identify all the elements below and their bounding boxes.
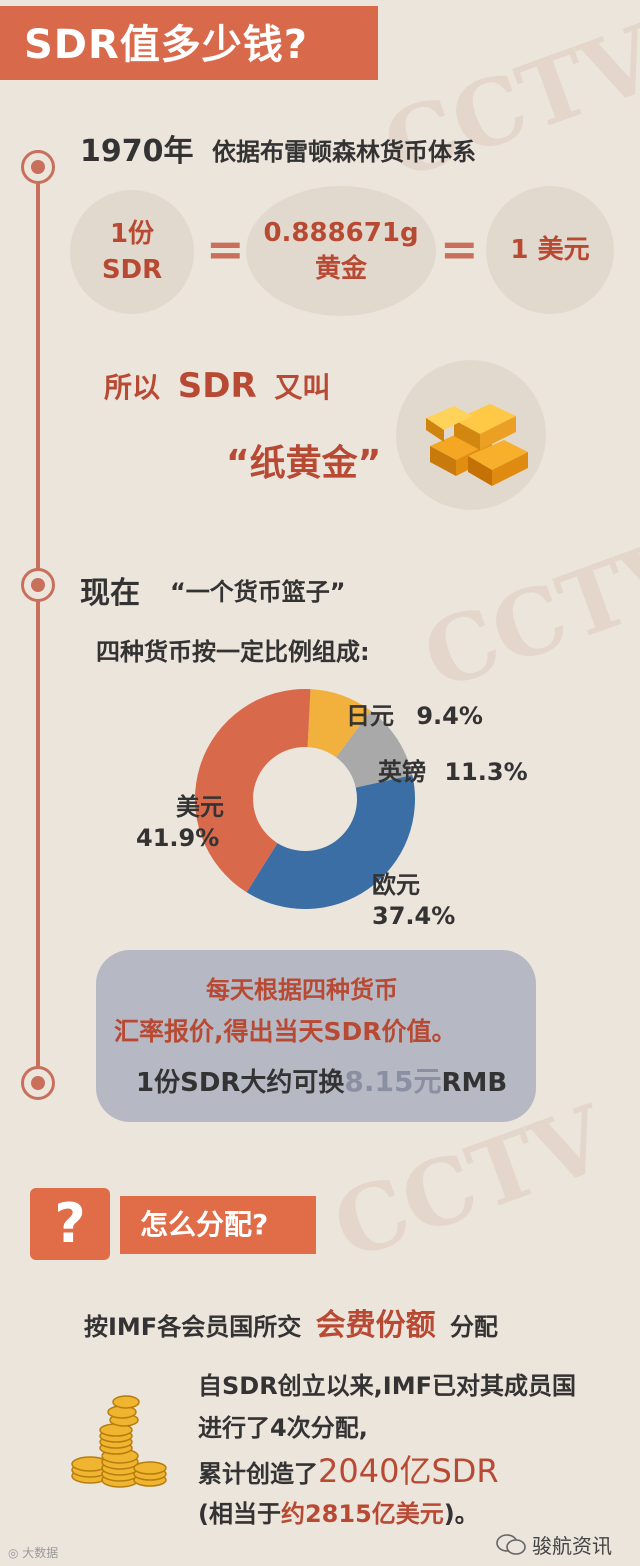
so-line: 所以 SDR 又叫 xyxy=(104,366,330,406)
bubble-usd-text: 1 美元 xyxy=(510,234,590,265)
allocation-title: 怎么分配? xyxy=(120,1196,316,1254)
label-usd-name: 美元 xyxy=(176,793,224,821)
info-line3: 1份SDR大约可换8.15元RMB xyxy=(136,1060,507,1100)
label-eur-value: 37.4% xyxy=(372,902,456,931)
info-line1: 每天根据四种货币 xyxy=(206,976,398,1004)
question-mark-icon: ? xyxy=(30,1188,110,1260)
so-prefix: 所以 xyxy=(104,371,161,404)
label-jpy-name: 日元 xyxy=(346,702,394,730)
donut-slice-1 xyxy=(336,710,413,788)
page-title: SDR值多少钱? xyxy=(24,22,309,68)
gold-bars-icon xyxy=(426,404,528,486)
wechat-icon xyxy=(496,1533,526,1555)
footer-left-credit: ◎ 大数据 xyxy=(8,1544,58,1561)
history-para3: 累计创造了2040亿SDR xyxy=(198,1446,499,1492)
so-suffix: 又叫 xyxy=(274,371,331,404)
banner-ticket-edge xyxy=(372,6,388,80)
bubble-usd: 1 美元 xyxy=(486,186,614,314)
allocation-highlight: 会费份额 xyxy=(315,1308,436,1343)
gold-bars-image xyxy=(396,360,546,510)
year-label: 1970年 xyxy=(80,134,194,169)
donut-slice-2 xyxy=(246,774,415,909)
timeline-dot-icon xyxy=(21,568,55,602)
allocation-suffix: 分配 xyxy=(449,1313,498,1341)
footer-left-text: 大数据 xyxy=(22,1546,59,1560)
so-sdr: SDR xyxy=(177,366,257,406)
currency-donut-chart xyxy=(195,689,415,909)
nickname-label: “纸黄金” xyxy=(226,443,382,484)
history-para4-prefix: (相当于 xyxy=(198,1500,281,1528)
sdr-value-box xyxy=(96,950,536,1122)
info-rmb-value: 8.15元 xyxy=(344,1065,442,1098)
footer-left-icon: ◎ xyxy=(8,1546,23,1560)
bubble-sdr: 1份 SDR xyxy=(70,190,194,314)
label-jpy: 日元 9.4% xyxy=(346,696,483,731)
footer-right-credit: 骏航资讯 xyxy=(496,1530,612,1559)
basket-quote: “一个货币篮子” xyxy=(170,578,346,606)
now-label: 现在 xyxy=(80,576,140,611)
label-jpy-value: 9.4% xyxy=(416,702,483,730)
bubble-sdr-line2: SDR xyxy=(101,255,163,285)
gold-coins-icon xyxy=(71,1395,167,1488)
bubble-gold: 0.888671g 黄金 xyxy=(246,186,436,316)
bubble-gold-line2: 黄金 xyxy=(314,254,367,284)
timeline-line xyxy=(36,150,40,1090)
history-para2: 进行了4次分配, xyxy=(198,1414,368,1442)
system-desc: 依据布雷顿森林货币体系 xyxy=(212,138,476,166)
bubble-sdr-line1: 1份 xyxy=(109,218,155,249)
label-gbp: 英镑 11.3% xyxy=(378,752,528,787)
info-line3-suffix: RMB xyxy=(441,1068,508,1098)
label-eur-name: 欧元 xyxy=(372,871,420,899)
history-para4-suffix: )。 xyxy=(443,1500,479,1528)
label-eur: 欧元 37.4% xyxy=(372,870,455,932)
donut-slice-0 xyxy=(307,689,371,758)
history-para4: (相当于约2815亿美元)。 xyxy=(198,1494,479,1529)
history-para3-prefix: 累计创造了 xyxy=(198,1460,318,1488)
bubble-gold-line1: 0.888671g xyxy=(263,217,419,248)
history-usd-total: 约2815亿美元 xyxy=(280,1500,444,1528)
header-banner xyxy=(0,6,378,80)
donut-slice-3 xyxy=(195,689,311,893)
allocation-prefix: 按IMF各会员国所交 xyxy=(84,1313,302,1341)
history-sdr-total: 2040亿SDR xyxy=(318,1452,499,1490)
footer-right-text: 骏航资讯 xyxy=(532,1534,612,1558)
basket-subtitle: 四种货币按一定比例组成: xyxy=(96,638,370,666)
label-usd-value: 41.9% xyxy=(136,824,220,853)
timeline-dot-icon xyxy=(21,150,55,184)
allocation-line: 按IMF各会员国所交 会费份额 分配 xyxy=(84,1300,498,1344)
info-line2: 汇率报价,得出当天SDR价值。 xyxy=(114,1017,457,1046)
watermark-cctv: CCTV xyxy=(370,5,640,201)
equals-sign: = xyxy=(440,222,479,276)
info-line3-prefix: 1份SDR大约可换 xyxy=(136,1068,345,1098)
timeline-dot-icon xyxy=(21,1066,55,1100)
history-para1: 自SDR创立以来,IMF已对其成员国 xyxy=(198,1372,577,1400)
watermark-cctv: CCTV xyxy=(410,515,640,711)
equals-sign: = xyxy=(206,222,245,276)
label-gbp-value: 11.3% xyxy=(444,758,528,786)
label-gbp-name: 英镑 xyxy=(378,758,426,786)
label-usd: 美元 41.9% xyxy=(136,792,224,854)
